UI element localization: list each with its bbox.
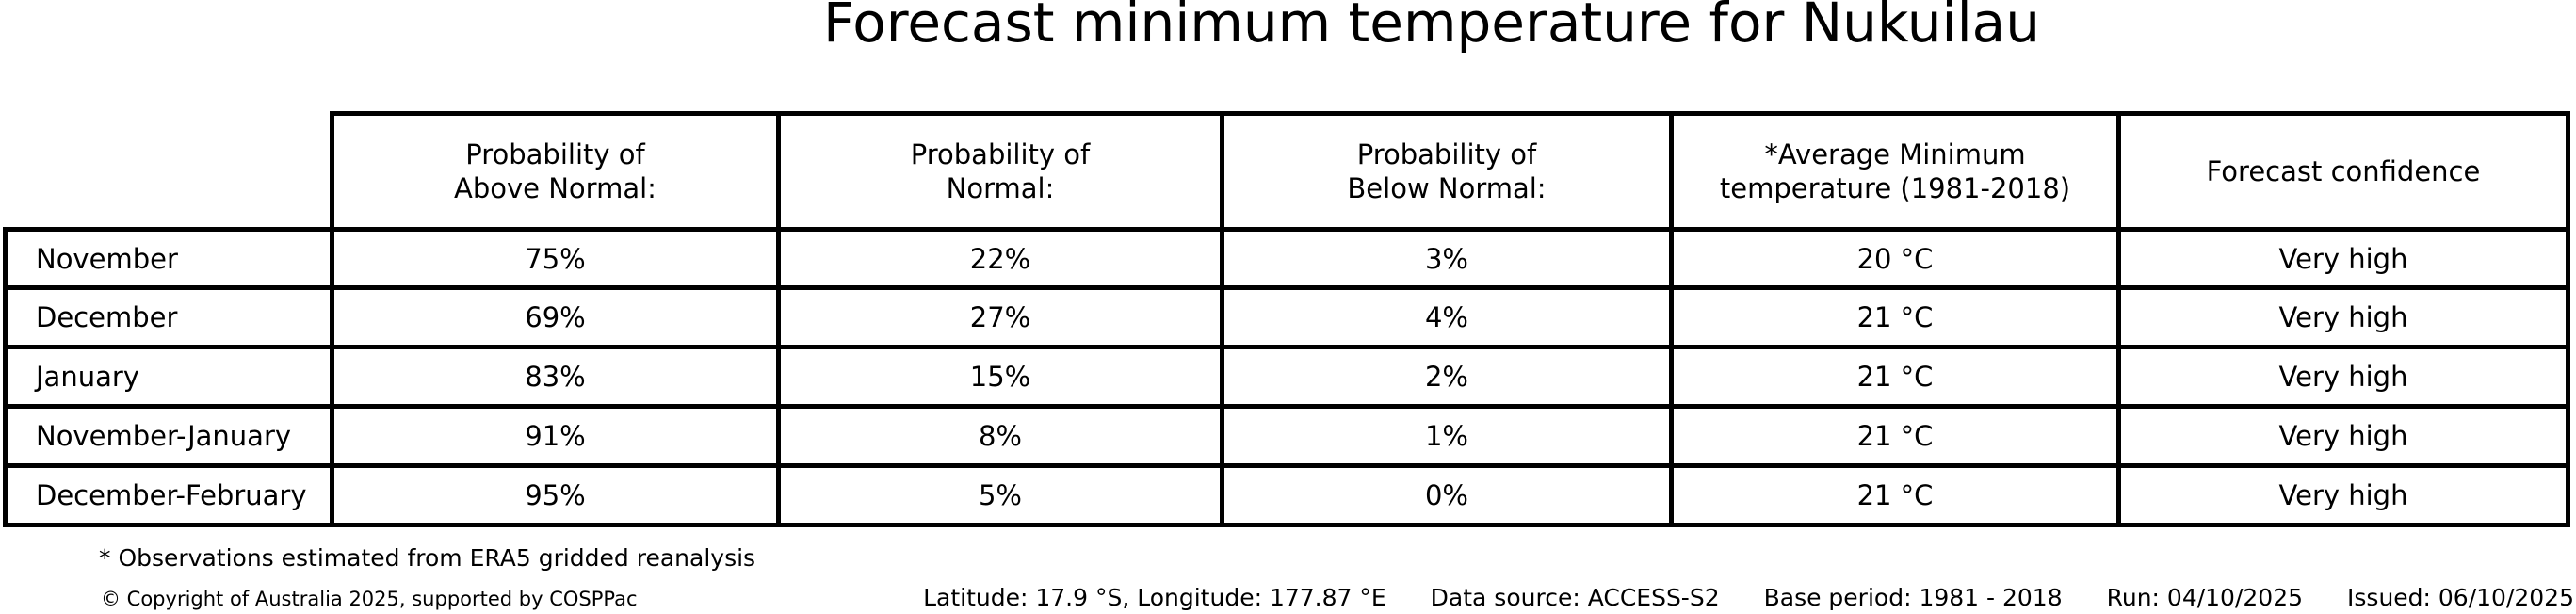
cell-november-january-normal: 8% [781, 409, 1224, 468]
cell-january-below: 2% [1224, 349, 1674, 409]
row-label-december-february: December-February [8, 468, 334, 523]
run-date: Run: 04/10/2025 [2106, 584, 2304, 611]
cell-january-above: 83% [334, 349, 781, 409]
cell-december-below: 4% [1224, 290, 1674, 349]
cell-november-january-below: 1% [1224, 409, 1674, 468]
column-header-forecast-confidence: Forecast confidence [2206, 155, 2481, 187]
row-label-november: November [8, 232, 334, 290]
column-header-prob-normal: Probability of Normal: [781, 116, 1224, 227]
cell-december-february-normal: 5% [781, 468, 1224, 523]
cell-november-january-avg-min-temp: 21 °C [1674, 409, 2121, 468]
cell-january-avg-min-temp: 21 °C [1674, 349, 2121, 409]
table-header-row: Probability of Above Normal: Probability… [330, 111, 2570, 227]
row-label-december: December [8, 290, 334, 349]
row-label-november-january: November-January [8, 409, 334, 468]
cell-december-february-below: 0% [1224, 468, 1674, 523]
footer-info-line: © Copyright of Australia 2025, supported… [0, 584, 2574, 613]
cell-november-january-above: 91% [334, 409, 781, 468]
forecast-table-body: November 75% 22% 3% 20 °C Very high Dece… [3, 227, 2570, 527]
issued-date: Issued: 06/10/2025 [2347, 584, 2574, 611]
cell-november-above: 75% [334, 232, 781, 290]
cell-december-february-above: 95% [334, 468, 781, 523]
base-period: Base period: 1981 - 2018 [1763, 584, 2063, 611]
cell-november-january-confidence: Very high [2121, 409, 2566, 468]
row-label-january: January [8, 349, 334, 409]
column-header-prob-below-normal: Probability of Below Normal: [1224, 116, 1674, 227]
figure-title: Forecast minimum temperature for Nukuila… [823, 0, 2040, 55]
cell-december-february-confidence: Very high [2278, 479, 2408, 511]
cell-january-normal: 15% [781, 349, 1224, 409]
cell-december-avg-min-temp: 21 °C [1674, 290, 2121, 349]
observations-footnote: * Observations estimated from ERA5 gridd… [99, 544, 756, 572]
cell-november-avg-min-temp: 20 °C [1674, 232, 2121, 290]
cell-december-february-avg-min-temp: 21 °C [1674, 468, 2121, 523]
location-coordinates: Latitude: 17.9 °S, Longitude: 177.87 °E [923, 584, 1386, 611]
column-header-prob-above-normal: Probability of Above Normal: [334, 116, 781, 227]
cell-december-normal: 27% [781, 290, 1224, 349]
cell-november-below: 3% [1224, 232, 1674, 290]
data-source: Data source: ACCESS-S2 [1430, 584, 1720, 611]
column-header-average-min-temperature: *Average Minimum temperature (1981-2018) [1674, 116, 2121, 227]
copyright-text: © Copyright of Australia 2025, supported… [101, 588, 638, 610]
cell-january-confidence: Very high [2121, 349, 2566, 409]
cell-december-above: 69% [334, 290, 781, 349]
cell-november-confidence: Very high [2121, 232, 2566, 290]
cell-november-normal: 22% [781, 232, 1224, 290]
cell-december-confidence: Very high [2121, 290, 2566, 349]
